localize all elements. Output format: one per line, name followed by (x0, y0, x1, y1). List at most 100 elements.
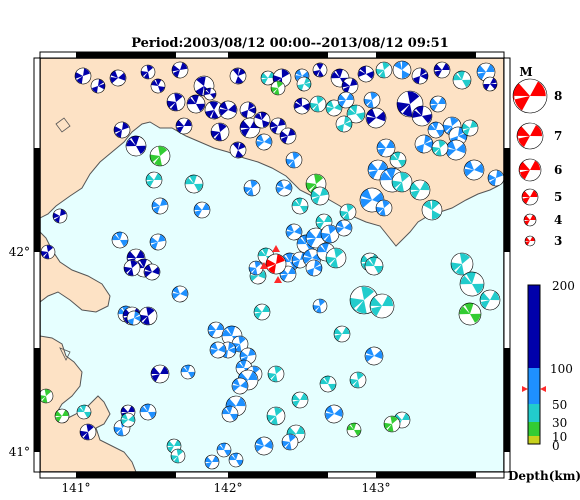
focal-mechanism[interactable] (166, 92, 186, 112)
focal-mechanism[interactable] (266, 406, 286, 426)
focal-mechanism[interactable] (334, 114, 355, 135)
focal-mechanism[interactable] (125, 309, 143, 327)
magnitude-legend-symbol[interactable] (519, 186, 542, 209)
focal-mechanism[interactable] (149, 195, 171, 217)
focal-mechanism[interactable] (253, 131, 275, 153)
focal-mechanism[interactable] (40, 244, 56, 260)
focal-mechanism[interactable] (149, 145, 171, 167)
focal-mechanism[interactable] (427, 121, 446, 140)
focal-mechanism[interactable] (452, 70, 473, 91)
focal-mechanism[interactable] (273, 177, 295, 199)
focal-mechanism[interactable] (216, 442, 232, 458)
focal-mechanism[interactable] (412, 132, 435, 155)
focal-mechanism[interactable] (480, 74, 500, 94)
focal-mechanism[interactable] (476, 286, 504, 314)
magnitude-legend-symbol[interactable] (512, 118, 549, 155)
focal-mechanism[interactable] (147, 231, 169, 253)
focal-mechanism[interactable] (228, 452, 244, 468)
focal-mechanism[interactable] (411, 105, 433, 127)
focal-mechanism[interactable] (363, 91, 381, 109)
focal-mechanism[interactable] (283, 221, 305, 243)
focal-mechanism[interactable] (202, 98, 225, 121)
focal-mechanism[interactable] (202, 452, 222, 472)
focal-mechanism[interactable] (285, 151, 303, 169)
focal-mechanism[interactable] (312, 298, 328, 314)
focal-mechanism[interactable] (346, 104, 366, 124)
focal-mechanism[interactable] (270, 80, 286, 96)
focal-mechanism[interactable] (457, 301, 483, 327)
focal-mechanism[interactable] (322, 402, 347, 427)
focal-mechanism[interactable] (431, 139, 449, 157)
focal-mechanism[interactable] (365, 289, 399, 323)
focal-mechanism[interactable] (333, 217, 355, 239)
focal-mechanism[interactable] (79, 423, 97, 441)
focal-mechanism[interactable] (458, 270, 486, 298)
focal-mechanism[interactable] (320, 224, 340, 244)
magnitude-legend-symbol[interactable] (522, 212, 539, 229)
focal-mechanism[interactable] (169, 59, 191, 81)
focal-mechanism[interactable] (169, 283, 191, 305)
magnitude-legend-symbol[interactable] (523, 234, 537, 248)
focal-mechanism[interactable] (267, 365, 285, 383)
focal-mechanism[interactable] (107, 67, 129, 89)
focal-mechanism[interactable] (207, 339, 229, 361)
focal-mechanism[interactable] (138, 306, 158, 326)
magnitude-legend-symbol[interactable] (506, 72, 554, 120)
focal-mechanism[interactable] (410, 66, 431, 87)
focal-mechanism[interactable] (76, 404, 92, 420)
focal-mechanism[interactable] (141, 261, 163, 283)
focal-mechanism[interactable] (186, 94, 207, 115)
focal-mechanism[interactable] (289, 389, 312, 412)
focal-mechanism[interactable] (123, 259, 141, 277)
focal-mechanism[interactable] (170, 448, 186, 464)
focal-mechanism[interactable] (112, 120, 133, 141)
focal-mechanism[interactable] (221, 405, 240, 424)
focal-mechanism[interactable] (216, 98, 241, 123)
focal-mechanism[interactable] (406, 176, 434, 204)
focal-mechanism[interactable] (309, 95, 327, 113)
focal-mechanism[interactable] (442, 136, 469, 163)
focal-mechanism[interactable] (339, 203, 357, 221)
focal-mechanism[interactable] (227, 65, 249, 87)
focal-mechanism[interactable] (294, 74, 313, 93)
focal-mechanism[interactable] (362, 104, 389, 131)
focal-mechanism[interactable] (281, 433, 299, 451)
focal-mechanism[interactable] (362, 344, 387, 369)
focal-mechanism[interactable] (52, 406, 72, 426)
focal-mechanism[interactable] (418, 196, 446, 224)
focal-mechanism[interactable] (252, 434, 277, 459)
focal-mechanism[interactable] (460, 156, 487, 183)
focal-mechanism[interactable] (277, 125, 299, 147)
focal-mechanism[interactable] (391, 171, 413, 193)
focal-mechanism[interactable] (124, 134, 147, 157)
focal-mechanism[interactable] (339, 75, 361, 97)
focal-mechanism[interactable] (459, 117, 481, 139)
focal-mechanism[interactable] (427, 93, 450, 116)
focal-mechanism[interactable] (308, 184, 333, 209)
focal-mechanism[interactable] (258, 68, 278, 88)
focal-mechanism[interactable] (357, 65, 376, 84)
focal-mechanism[interactable] (89, 77, 107, 95)
focal-mechanism[interactable] (389, 151, 408, 170)
focal-mechanism[interactable] (118, 410, 137, 429)
focal-mechanism[interactable] (267, 115, 289, 137)
focal-mechanism[interactable] (149, 77, 167, 95)
focal-mechanism[interactable] (205, 319, 228, 342)
focal-mechanism[interactable] (431, 59, 454, 82)
focal-mechanism[interactable] (39, 388, 54, 404)
focal-mechanism[interactable] (229, 375, 251, 397)
focal-mechanism[interactable] (147, 361, 172, 386)
focal-mechanism[interactable] (227, 139, 249, 161)
focal-mechanism[interactable] (173, 115, 196, 138)
focal-mechanism[interactable] (293, 97, 312, 116)
focal-mechanism[interactable] (73, 66, 94, 87)
focal-mechanism[interactable] (311, 61, 329, 79)
focal-mechanism[interactable] (319, 375, 338, 394)
focal-mechanisms[interactable] (39, 57, 506, 472)
focal-mechanism[interactable] (291, 197, 310, 216)
target-event-mechanism[interactable] (263, 251, 289, 277)
focal-mechanism[interactable] (210, 122, 230, 142)
focal-mechanism[interactable] (251, 109, 273, 131)
focal-mechanism[interactable] (389, 57, 414, 82)
